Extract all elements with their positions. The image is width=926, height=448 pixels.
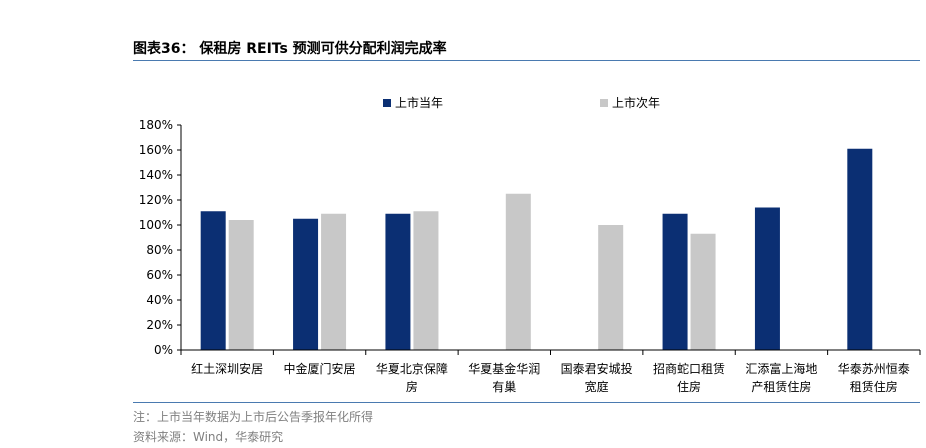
x-tick-label: 招商蛇口租赁住房 bbox=[653, 361, 725, 394]
y-tick-label: 20% bbox=[146, 318, 173, 332]
legend-swatch-1 bbox=[383, 99, 391, 107]
bar-1 bbox=[847, 148, 873, 350]
bar-1 bbox=[293, 218, 319, 350]
x-tick-label: 中金厦门安居 bbox=[284, 361, 356, 376]
x-tick-label: 国泰君安城投宽庭 bbox=[561, 361, 633, 394]
y-tick-label: 40% bbox=[146, 293, 173, 307]
bar-1 bbox=[200, 211, 226, 350]
chart-legend: 上市当年 上市次年 bbox=[383, 95, 660, 110]
bar-1 bbox=[754, 207, 780, 350]
bar-2 bbox=[598, 225, 624, 350]
y-tick-label: 60% bbox=[146, 268, 173, 282]
bars bbox=[200, 148, 873, 350]
x-tick-label: 红土深圳安居 bbox=[191, 361, 263, 376]
y-tick-label: 80% bbox=[146, 243, 173, 257]
y-tick-label: 140% bbox=[139, 168, 173, 182]
bar-2 bbox=[228, 220, 254, 350]
y-axis: 0% 20% 40% 60% 80% 100% 120% 140% 160% 180% bbox=[139, 118, 182, 357]
chart-source: 资料来源：Wind，华泰研究 bbox=[133, 430, 284, 444]
bar-2 bbox=[690, 233, 716, 350]
legend-label-1: 上市当年 bbox=[395, 95, 443, 110]
x-tick-label: 华夏北京保障房 bbox=[376, 361, 448, 394]
x-tick-label: 华泰苏州恒泰租赁住房 bbox=[838, 362, 910, 394]
bar-1 bbox=[662, 213, 688, 350]
y-tick-label: 180% bbox=[139, 118, 173, 132]
x-tick-label: 汇添富上海地产租赁住房 bbox=[745, 361, 817, 394]
x-tick-label: 华夏基金华润有巢 bbox=[468, 361, 540, 394]
footer-divider bbox=[133, 402, 920, 403]
chart-title: 图表36： 保租房 REITs 预测可供分配利润完成率 bbox=[133, 41, 447, 57]
y-tick-label: 120% bbox=[139, 193, 173, 207]
title-divider bbox=[133, 60, 920, 61]
y-tick-label: 0% bbox=[154, 343, 173, 357]
y-tick-label: 100% bbox=[139, 218, 173, 232]
bar-chart: 上市当年 上市次年 0% 20% 40% 60% 80% 100% 120% 140% 160% 1… bbox=[139, 95, 921, 394]
y-tick-label: 160% bbox=[139, 143, 173, 157]
bar-2 bbox=[413, 211, 439, 350]
bar-1 bbox=[385, 213, 411, 350]
bar-2 bbox=[505, 193, 531, 350]
bar-2 bbox=[321, 213, 347, 350]
x-axis: 红土深圳安居 中金厦门安居 华夏北京保障房华夏基金华润有巢国泰君安城投宽庭招商蛇口租… bbox=[180, 349, 921, 394]
legend-swatch-2 bbox=[600, 99, 608, 107]
legend-label-2: 上市次年 bbox=[612, 95, 660, 110]
chart-note: 注：上市当年数据为上市后公告季报年化所得 bbox=[133, 410, 374, 424]
